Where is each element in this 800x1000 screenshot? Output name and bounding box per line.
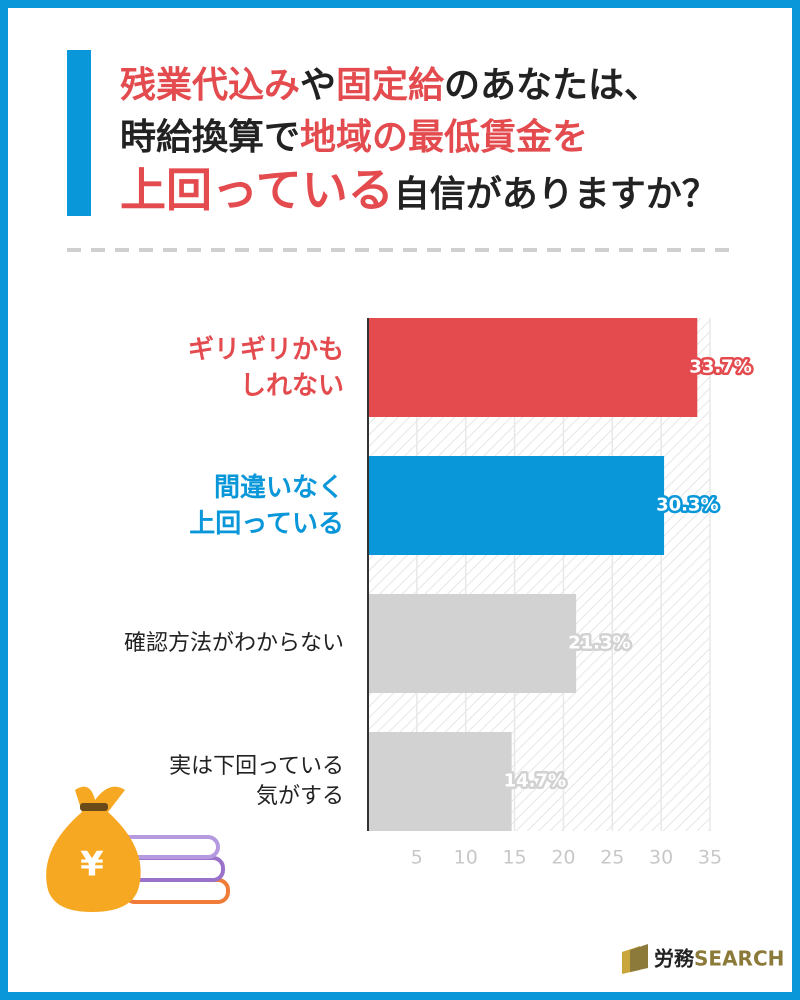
bar (368, 318, 698, 417)
category-label: 確認方法がわからない (123, 630, 344, 656)
title: 残業代込みや固定給のあなたは、 時給換算で地域の最低賃金を 上回っている自信がありま… (120, 60, 718, 221)
title-bar (67, 50, 91, 216)
title-segment: 残業代込み (120, 65, 301, 106)
title-segment: のあなたは、 (444, 65, 661, 106)
category-label: 間違いなく 上回っている (189, 472, 344, 539)
x-tick-label: 15 (502, 847, 526, 869)
title-line: 残業代込みや固定給のあなたは、 (120, 60, 718, 112)
x-tick-label: 10 (454, 847, 478, 869)
x-tick-label: 20 (551, 847, 575, 869)
x-tick-label: 30 (649, 847, 673, 869)
value-label-outline: 14.7% (504, 771, 566, 792)
brand-logo (622, 944, 648, 974)
bar (368, 732, 512, 831)
value-label: 21.3% (568, 633, 630, 654)
title-segment: 自信がありますか？ (393, 174, 718, 215)
value-label: 30.3% (656, 495, 718, 516)
value-label-outline: 30.3% (656, 495, 718, 516)
title-segment: 上回っている (120, 163, 394, 217)
x-tick-label: 25 (600, 847, 624, 869)
brand-ja: 労務 (654, 947, 695, 971)
chart: ¥ 労務 SEARCH 5 10 15 20 25 30 3533.7%33.7%30.3%… (46, 248, 784, 974)
x-tick-label: 5 (411, 847, 423, 869)
value-label-outline: 21.3% (568, 633, 630, 654)
title-segment: 固定給 (336, 65, 445, 106)
category-label: ギリギリかも しれない (187, 334, 344, 401)
icon-text: ¥ (80, 845, 104, 885)
title-segment: や (300, 65, 337, 106)
bar (368, 594, 577, 693)
bar (368, 456, 665, 555)
x-tick-label: 35 (698, 847, 722, 869)
title-line: 上回っている自信がありますか？ (120, 164, 718, 221)
title-line: 時給換算で地域の最低賃金を (120, 112, 718, 164)
title-segment: 地域の最低賃金を (300, 117, 589, 158)
brand-en: SEARCH (694, 947, 784, 971)
value-label: 14.7% (504, 771, 566, 792)
money-bag (46, 786, 230, 912)
title-segment: 時給換算で (120, 117, 301, 158)
category-label: 実は下回っている 気がする (169, 753, 344, 809)
value-label-outline: 33.7% (689, 357, 751, 378)
value-label: 33.7% (689, 357, 751, 378)
